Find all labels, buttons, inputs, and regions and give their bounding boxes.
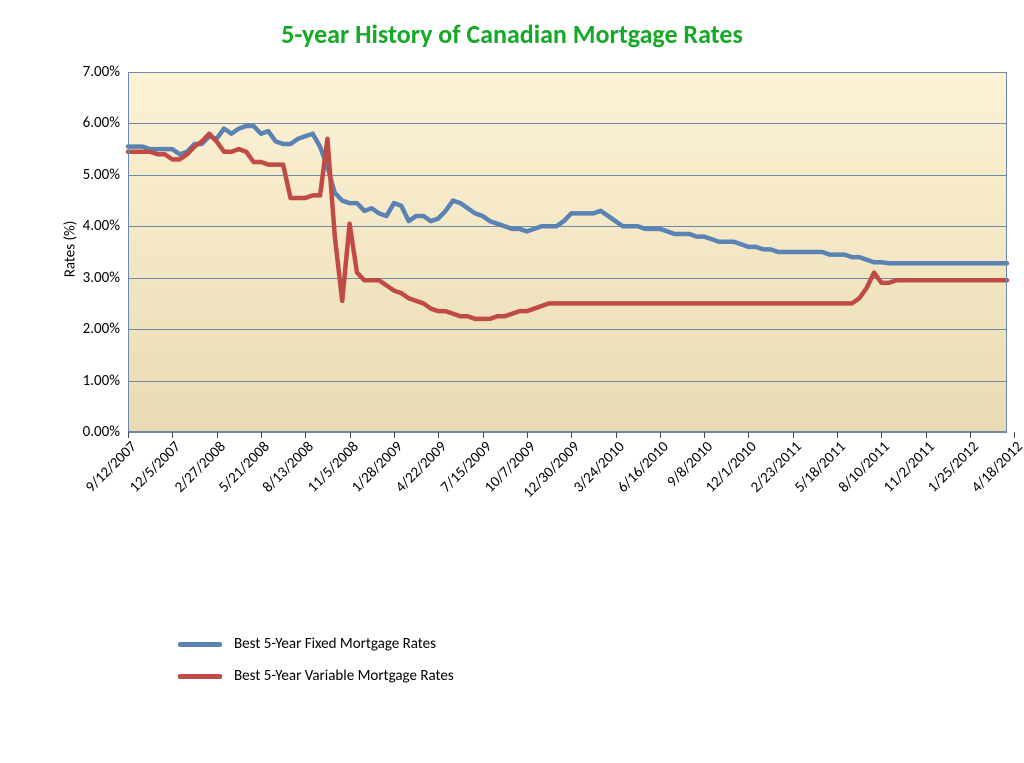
x-tick-mark xyxy=(1014,432,1015,438)
x-tick-mark xyxy=(172,432,173,438)
series-0-line xyxy=(128,126,1007,263)
x-tick-mark xyxy=(970,432,971,438)
x-tick-mark xyxy=(881,432,882,438)
x-tick-mark xyxy=(261,432,262,438)
legend: Best 5-Year Fixed Mortgage Rates Best 5-Y… xyxy=(178,635,454,699)
y-tick-label: 4.00% xyxy=(83,217,120,235)
x-tick-mark xyxy=(748,432,749,438)
plot-border-right xyxy=(1006,72,1007,432)
y-tick-label: 6.00% xyxy=(83,114,120,132)
y-tick-label: 5.00% xyxy=(83,166,120,184)
x-tick-mark xyxy=(438,432,439,438)
legend-swatch xyxy=(178,642,222,647)
gridline xyxy=(128,432,1007,433)
x-tick-mark xyxy=(837,432,838,438)
legend-swatch xyxy=(178,674,222,679)
x-tick-mark xyxy=(704,432,705,438)
x-tick-mark xyxy=(571,432,572,438)
y-tick-label: 0.00% xyxy=(83,423,120,441)
series-1-line xyxy=(128,134,1007,319)
y-tick-label: 2.00% xyxy=(83,320,120,338)
chart-title: 5-year History of Canadian Mortgage Rate… xyxy=(0,18,1024,50)
y-tick-label: 7.00% xyxy=(83,63,120,81)
legend-row: Best 5-Year Fixed Mortgage Rates xyxy=(178,635,454,653)
plot-border-left xyxy=(128,72,129,432)
y-tick-label: 3.00% xyxy=(83,269,120,287)
y-tick-label: 1.00% xyxy=(83,372,120,390)
plot-area: 0.00%1.00%2.00%3.00%4.00%5.00%6.00%7.00%… xyxy=(128,72,1007,432)
plot-border-bottom xyxy=(128,431,1007,432)
legend-label: Best 5-Year Fixed Mortgage Rates xyxy=(234,635,436,653)
legend-row: Best 5-Year Variable Mortgage Rates xyxy=(178,667,454,685)
y-axis-title: Rates (%) xyxy=(61,221,79,278)
legend-label: Best 5-Year Variable Mortgage Rates xyxy=(234,667,454,685)
chart-root: 5-year History of Canadian Mortgage Rate… xyxy=(0,0,1024,763)
series-svg xyxy=(128,72,1007,432)
x-tick-mark xyxy=(305,432,306,438)
